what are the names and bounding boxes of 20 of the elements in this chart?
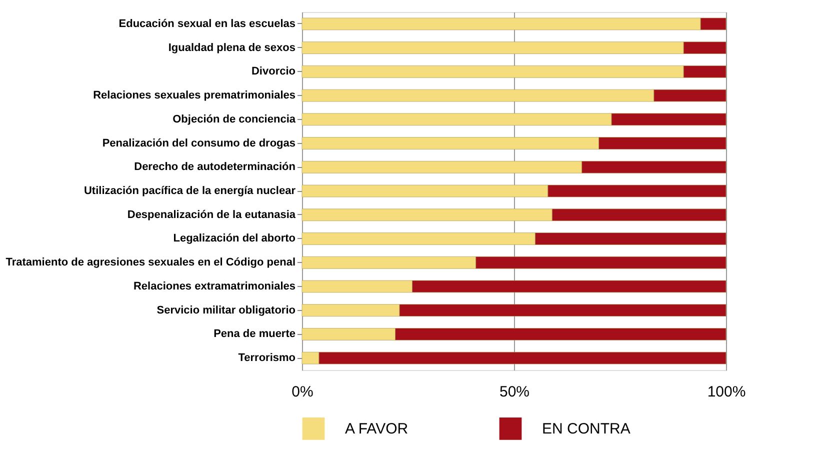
y-tick-label: Objeción de conciencia <box>172 113 296 126</box>
y-tick-label: Servicio militar obligatorio <box>156 304 296 316</box>
y-tick-label: Igualdad plena de sexos <box>168 42 296 54</box>
y-tick-label: Derecho de autodeterminación <box>134 161 296 174</box>
legend-label: EN CONTRA <box>542 420 630 438</box>
y-tick-label: Penalización del consumo de drogas <box>102 137 296 150</box>
legend-label: A FAVOR <box>345 420 408 438</box>
x-tick-label: 100% <box>707 384 746 400</box>
y-tick-label: Pena de muerte <box>214 328 296 340</box>
x-tick-label: 50% <box>499 384 530 400</box>
y-tick-label: Legalización del aborto <box>173 232 296 245</box>
x-tick-label: 0% <box>292 384 314 400</box>
y-tick-label: Terrorismo <box>238 352 296 364</box>
y-tick-label: Relaciones sexuales prematrimoniales <box>93 90 296 102</box>
y-tick-label: Relaciones extramatrimoniales <box>133 280 296 292</box>
y-tick-label: Tratamiento de agresiones sexuales en el Código penal <box>6 256 296 269</box>
y-tick-label: Educación sexual en las escuelas <box>118 18 296 30</box>
y-tick-label: Despenalización de la eutanasia <box>127 208 296 221</box>
y-tick-label: Divorcio <box>251 66 296 78</box>
y-tick-label: Utilización pacífica de la energía nuclear <box>84 185 296 197</box>
